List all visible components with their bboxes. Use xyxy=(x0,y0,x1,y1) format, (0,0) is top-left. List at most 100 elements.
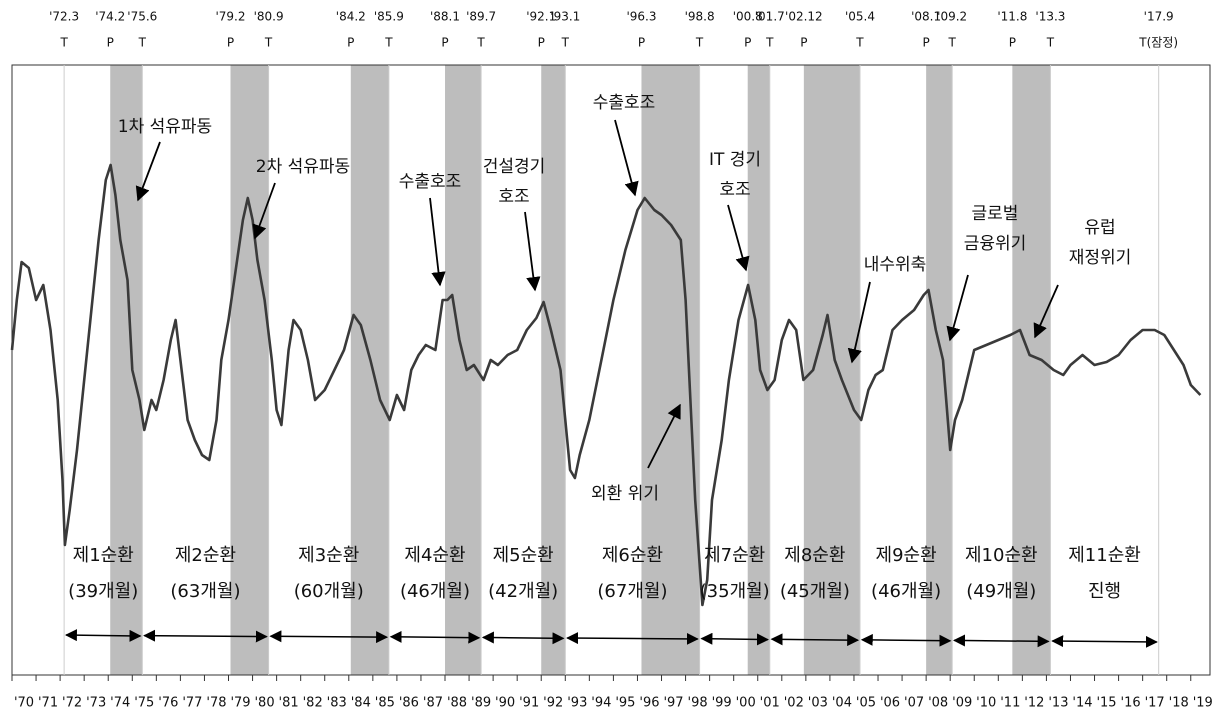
x-tick-label: '90 xyxy=(495,696,515,711)
turning-date: '85.9 xyxy=(374,10,404,24)
x-tick-label: '87 xyxy=(423,696,443,711)
x-tick-label: '17 xyxy=(1145,696,1165,711)
x-tick-label: '86 xyxy=(399,696,419,711)
x-tick-label: '11 xyxy=(1000,696,1020,711)
x-tick-label: '85 xyxy=(375,696,395,711)
turning-date: '11.8 xyxy=(997,10,1027,24)
x-tick-label: '82 xyxy=(303,696,323,711)
cycle-arrow xyxy=(481,631,565,645)
annotation: 건설경기 xyxy=(483,157,546,177)
recession-shade xyxy=(926,65,953,675)
cycle-duration: (46개월) xyxy=(871,581,941,602)
x-tick-label: '03 xyxy=(808,696,828,711)
cycle-name: 제7순환 xyxy=(704,545,765,566)
cycle-duration: (35개월) xyxy=(700,581,770,602)
x-tick-label: '01 xyxy=(760,696,780,711)
x-tick-label: '16 xyxy=(1121,696,1141,711)
turning-date: '05.4 xyxy=(845,10,875,24)
annotation: 호조 xyxy=(498,187,529,207)
turning-date: '93.1 xyxy=(550,10,580,24)
x-tick-label: '81 xyxy=(279,696,299,711)
turning-kind: P xyxy=(441,36,448,50)
cycle-arrow xyxy=(269,630,389,644)
cycle-arrow xyxy=(143,629,268,643)
annotation: 1차 석유파동 xyxy=(118,117,212,137)
turning-kind: T(잠정) xyxy=(1138,36,1178,50)
cycle-duration: (60개월) xyxy=(294,581,364,602)
annotation: 금융위기 xyxy=(964,234,1027,254)
x-tick-label: '71 xyxy=(38,696,58,711)
x-tick-label: '97 xyxy=(663,696,683,711)
x-tick-label: '84 xyxy=(351,696,371,711)
turning-kind: T xyxy=(855,36,864,50)
cycle-duration: (46개월) xyxy=(400,581,470,602)
cycle-name: 제8순환 xyxy=(784,545,845,566)
x-tick-label: '77 xyxy=(182,696,202,711)
cycle-name: 제10순환 xyxy=(965,545,1038,566)
recession-shade xyxy=(110,65,143,675)
turning-kind: P xyxy=(538,36,545,50)
annotation: 재정위기 xyxy=(1069,248,1132,268)
annotation: 글로벌 xyxy=(972,204,1019,224)
annotation-arrow xyxy=(847,281,871,364)
x-tick-label: '13 xyxy=(1048,696,1068,711)
turning-kind: P xyxy=(107,36,114,50)
x-tick-label: '06 xyxy=(880,696,900,711)
x-tick-label: '88 xyxy=(447,696,467,711)
turning-date: '80.9 xyxy=(254,10,284,24)
turning-kind: T xyxy=(59,36,68,50)
x-tick-label: '75 xyxy=(134,696,154,711)
cycle-name: 제11순환 xyxy=(1068,545,1141,566)
x-tick-label: '91 xyxy=(519,696,539,711)
recession-shade xyxy=(230,65,269,675)
annotation-arrow xyxy=(524,211,541,292)
x-tick-label: '72 xyxy=(62,696,82,711)
x-tick-label: '70 xyxy=(14,696,34,711)
x-tick-label: '19 xyxy=(1193,696,1213,711)
turning-kind: T xyxy=(695,36,704,50)
annotation-arrow xyxy=(946,274,969,342)
turning-date: '79.2 xyxy=(215,10,245,24)
cycle-arrow xyxy=(860,633,952,647)
x-tick-label: '10 xyxy=(976,696,996,711)
cycle-arrow xyxy=(389,630,481,644)
cycle-name: 제9순환 xyxy=(876,545,937,566)
annotation: 수출호조 xyxy=(399,172,462,192)
cycle-duration: (63개월) xyxy=(170,581,240,602)
turning-date: '09.2 xyxy=(937,10,967,24)
annotation: 외환 위기 xyxy=(591,484,659,504)
turning-kind: T xyxy=(384,36,393,50)
cycle-name: 제1순환 xyxy=(73,545,134,566)
turning-date: '75.6 xyxy=(127,10,157,24)
x-tick-label: '95 xyxy=(615,696,635,711)
turning-kind: T xyxy=(561,36,570,50)
cycle-duration: (45개월) xyxy=(780,581,850,602)
turning-kind: P xyxy=(227,36,234,50)
turning-kind: T xyxy=(765,36,774,50)
x-tick-label: '74 xyxy=(110,696,130,711)
turning-kind: P xyxy=(744,36,751,50)
annotation: 2차 석유파동 xyxy=(256,157,350,177)
annotation-arrow xyxy=(614,119,639,197)
turning-date: '00.8 xyxy=(733,10,763,24)
turning-kind: T xyxy=(264,36,273,50)
annotation-arrow xyxy=(429,197,446,287)
turning-date: '02.12 xyxy=(785,10,823,24)
x-tick-label: '09 xyxy=(952,696,972,711)
annotation-arrow xyxy=(647,403,681,469)
turning-date: '08.1 xyxy=(911,10,941,24)
cycle-name: 제3순환 xyxy=(298,545,359,566)
annotation-arrow xyxy=(135,141,161,202)
cycle-arrow xyxy=(952,634,1050,648)
cycle-name: 제5순환 xyxy=(493,545,554,566)
recession-shade xyxy=(1012,65,1051,675)
turning-kind: P xyxy=(800,36,807,50)
x-tick-label: '18 xyxy=(1169,696,1189,711)
recession-shade xyxy=(445,65,482,675)
cycle-name: 제6순환 xyxy=(602,545,663,566)
annotation: 내수위축 xyxy=(864,255,927,275)
annotation-arrow xyxy=(727,204,750,272)
turning-kind: P xyxy=(1009,36,1016,50)
cycle-arrow xyxy=(770,633,860,647)
